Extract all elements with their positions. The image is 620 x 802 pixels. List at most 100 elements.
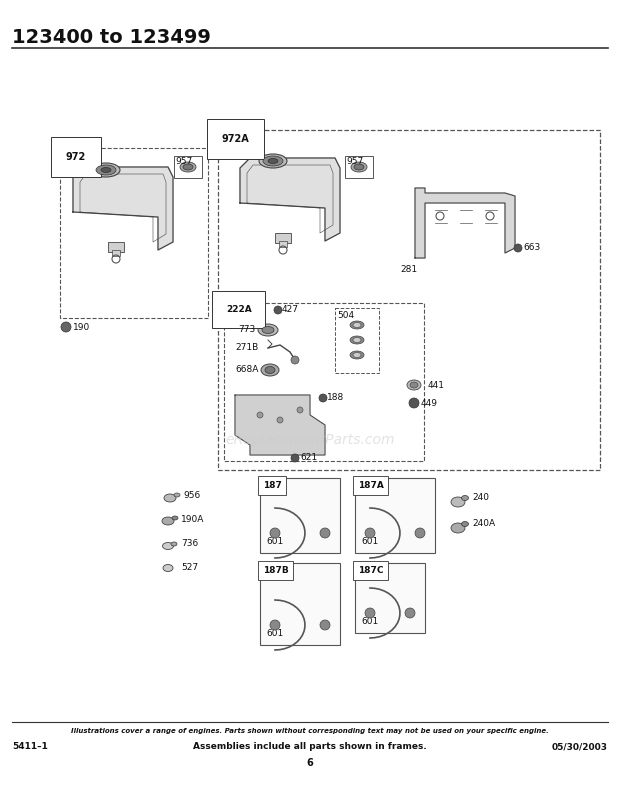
Text: 972A: 972A [222,134,250,144]
Text: 187A: 187A [358,481,384,490]
Text: 281: 281 [400,265,417,274]
Circle shape [365,528,375,538]
Text: 441: 441 [428,380,445,390]
Circle shape [409,398,419,408]
Bar [218,130,600,470]
Ellipse shape [451,523,465,533]
Circle shape [223,298,233,308]
Polygon shape [235,395,325,455]
Bar [224,303,424,461]
Text: 668A: 668A [235,366,259,375]
Ellipse shape [259,154,287,168]
Circle shape [320,528,330,538]
Ellipse shape [162,542,174,549]
Text: 449: 449 [421,399,438,407]
Ellipse shape [164,494,176,502]
Text: 188: 188 [327,394,344,403]
Ellipse shape [461,496,469,500]
Ellipse shape [92,163,120,177]
Text: 05/30/2003: 05/30/2003 [552,742,608,751]
Text: 240: 240 [472,493,489,503]
Text: 427: 427 [282,306,299,314]
Ellipse shape [163,565,173,572]
Circle shape [61,322,71,332]
Circle shape [257,412,263,418]
Circle shape [405,608,415,618]
Circle shape [291,356,299,364]
Text: 240A: 240A [472,520,495,529]
Ellipse shape [350,336,364,344]
Ellipse shape [350,321,364,329]
Circle shape [270,528,280,538]
Ellipse shape [162,517,174,525]
Text: 527: 527 [181,564,198,573]
Text: 123400 to 123499: 123400 to 123499 [12,28,211,47]
Ellipse shape [407,380,421,390]
Text: 187B: 187B [263,566,289,575]
Text: 190: 190 [73,322,91,331]
Ellipse shape [262,326,274,334]
Ellipse shape [174,493,180,497]
Text: 621: 621 [300,453,317,463]
Ellipse shape [171,542,177,546]
Ellipse shape [265,367,275,374]
Polygon shape [73,167,173,250]
Bar [275,233,291,243]
Text: 190A: 190A [181,515,205,524]
Ellipse shape [353,322,361,327]
Circle shape [297,407,303,413]
Circle shape [291,454,299,462]
Text: 957: 957 [346,157,363,166]
Bar [355,563,425,633]
Text: 773: 773 [238,326,255,334]
Text: 5411–1: 5411–1 [12,742,48,751]
Bar [260,563,340,645]
Ellipse shape [353,353,361,358]
Ellipse shape [172,516,178,520]
Ellipse shape [258,324,278,336]
Text: 271B: 271B [235,343,259,353]
Text: 222A: 222A [226,305,252,314]
Ellipse shape [350,351,364,359]
Ellipse shape [354,164,364,170]
Text: 736: 736 [181,538,198,548]
Text: 6: 6 [307,758,313,768]
Text: 601: 601 [266,537,283,545]
Text: 601: 601 [266,629,283,638]
Bar [174,156,202,178]
Polygon shape [240,158,340,241]
Circle shape [365,608,375,618]
Bar [260,478,340,553]
Text: 187: 187 [263,481,282,490]
Circle shape [415,528,425,538]
Ellipse shape [268,159,278,164]
Text: 190: 190 [235,298,252,307]
Text: 601: 601 [361,617,378,626]
Text: 957: 957 [175,157,192,166]
Text: 663: 663 [523,244,540,253]
Bar [108,242,124,252]
Bar [355,478,435,553]
Ellipse shape [451,497,465,507]
Ellipse shape [410,382,418,388]
Circle shape [274,306,282,314]
Ellipse shape [353,338,361,342]
Circle shape [277,417,283,423]
Ellipse shape [261,364,279,376]
Ellipse shape [183,164,193,170]
Ellipse shape [351,162,367,172]
Bar [335,308,379,373]
Ellipse shape [263,156,283,166]
Ellipse shape [101,168,111,172]
Bar [60,148,208,318]
Text: eReplacementParts.com: eReplacementParts.com [225,433,395,447]
Text: 972: 972 [66,152,86,162]
Circle shape [319,394,327,402]
Text: Illustrations cover a range of engines. Parts shown without corresponding text m: Illustrations cover a range of engines. … [71,728,549,734]
Text: 504: 504 [337,311,354,320]
Circle shape [270,620,280,630]
Polygon shape [415,188,515,258]
Text: 601: 601 [361,537,378,545]
Ellipse shape [461,521,469,526]
Bar [279,241,287,247]
